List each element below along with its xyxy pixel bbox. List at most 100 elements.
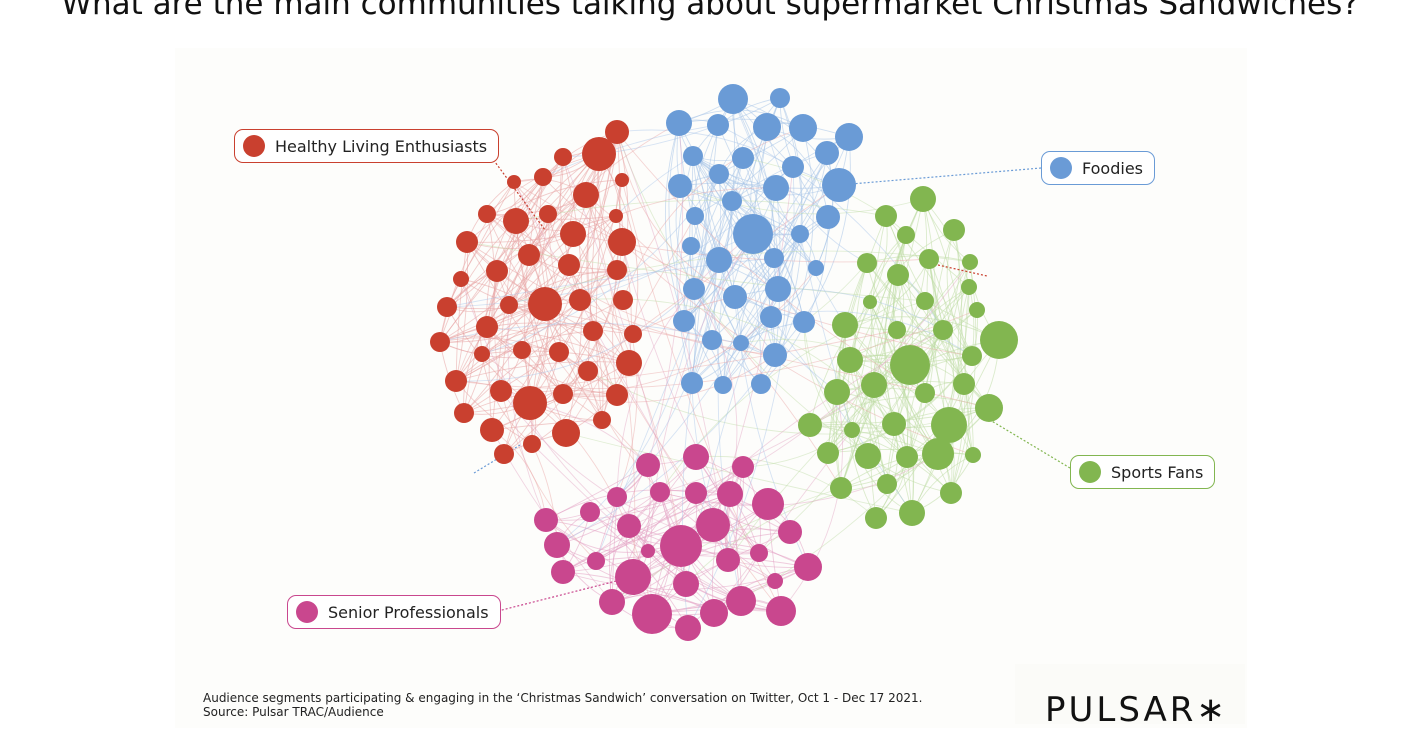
healthy-node: [609, 209, 623, 223]
senior-node: [700, 599, 728, 627]
healthy-node: [437, 297, 457, 317]
senior-node: [599, 589, 625, 615]
foodies-node: [683, 278, 705, 300]
healthy-node: [539, 205, 557, 223]
senior-node: [726, 586, 756, 616]
foodies-node: [760, 306, 782, 328]
sports-node: [940, 482, 962, 504]
healthy-node: [456, 231, 478, 253]
healthy-label-text: Healthy Living Enthusiasts: [275, 137, 487, 156]
healthy-node: [573, 182, 599, 208]
healthy-node: [624, 325, 642, 343]
senior-node: [534, 508, 558, 532]
caption-line-2: Source: Pulsar TRAC/Audience: [203, 705, 922, 719]
sports-node: [877, 474, 897, 494]
healthy-node: [613, 290, 633, 310]
healthy-node: [486, 260, 508, 282]
sports-node: [899, 500, 925, 526]
logo-text: PULSAR: [1045, 690, 1196, 730]
foodies-node: [764, 248, 784, 268]
foodies-node: [791, 225, 809, 243]
foodies-node: [714, 376, 732, 394]
senior-node: [673, 571, 699, 597]
foodies-node: [666, 110, 692, 136]
healthy-node: [558, 254, 580, 276]
senior-node: [767, 573, 783, 589]
foodies-node: [763, 343, 787, 367]
healthy-node: [474, 346, 490, 362]
healthy-node: [554, 148, 572, 166]
sports-node: [915, 383, 935, 403]
healthy-node: [606, 384, 628, 406]
senior-label-text: Senior Professionals: [328, 603, 489, 622]
senior-node: [732, 456, 754, 478]
healthy-node: [523, 435, 541, 453]
sports-node: [857, 253, 877, 273]
senior-node: [660, 525, 702, 567]
healthy-node: [616, 350, 642, 376]
foodies-node: [789, 114, 817, 142]
sports-node: [837, 347, 863, 373]
sports-node: [887, 264, 909, 286]
senior-node: [551, 560, 575, 584]
healthy-node: [528, 287, 562, 321]
healthy-node: [494, 444, 514, 464]
foodies-node: [673, 310, 695, 332]
sports-node: [890, 345, 930, 385]
foodies-node: [808, 260, 824, 276]
sports-dot-icon: [1079, 461, 1101, 483]
sports-node: [865, 507, 887, 529]
sports-node: [888, 321, 906, 339]
foodies-node: [753, 113, 781, 141]
sports-node: [875, 205, 897, 227]
foodies-dot-icon: [1050, 157, 1072, 179]
sports-node: [798, 413, 822, 437]
senior-node: [580, 502, 600, 522]
senior-node: [685, 482, 707, 504]
label-foodies: Foodies: [1041, 151, 1155, 185]
healthy-node: [582, 137, 616, 171]
sports-node: [933, 320, 953, 340]
sports-node: [897, 226, 915, 244]
healthy-node: [518, 244, 540, 266]
foodies-node: [668, 174, 692, 198]
healthy-node: [560, 221, 586, 247]
senior-node: [636, 453, 660, 477]
foodies-node: [682, 237, 700, 255]
healthy-node: [476, 316, 498, 338]
foodies-node: [683, 146, 703, 166]
sports-node: [882, 412, 906, 436]
foodies-label-text: Foodies: [1082, 159, 1143, 178]
healthy-node: [553, 384, 573, 404]
sports-node: [980, 321, 1018, 359]
pulsar-logo: PULSAR∗: [1045, 690, 1228, 730]
foodies-node: [702, 330, 722, 350]
senior-node: [675, 615, 701, 641]
foodies-node: [822, 168, 856, 202]
healthy-node: [430, 332, 450, 352]
senior-node: [696, 508, 730, 542]
sports-node: [855, 443, 881, 469]
sports-node: [965, 447, 981, 463]
senior-node: [544, 532, 570, 558]
foodies-node: [718, 84, 748, 114]
senior-node: [766, 596, 796, 626]
healthy-node: [615, 173, 629, 187]
foodies-node: [793, 311, 815, 333]
foodies-node: [733, 214, 773, 254]
sports-node: [830, 477, 852, 499]
senior-node: [615, 559, 651, 595]
sports-node: [919, 249, 939, 269]
foodies-node: [732, 147, 754, 169]
healthy-node: [552, 419, 580, 447]
senior-node: [641, 544, 655, 558]
foodies-leader-line: [839, 168, 1041, 185]
senior-node: [778, 520, 802, 544]
foodies-node: [707, 114, 729, 136]
foodies-node: [782, 156, 804, 178]
healthy-node: [607, 260, 627, 280]
senior-node: [587, 552, 605, 570]
healthy-node: [503, 208, 529, 234]
sports-node: [863, 295, 877, 309]
foodies-node: [815, 141, 839, 165]
